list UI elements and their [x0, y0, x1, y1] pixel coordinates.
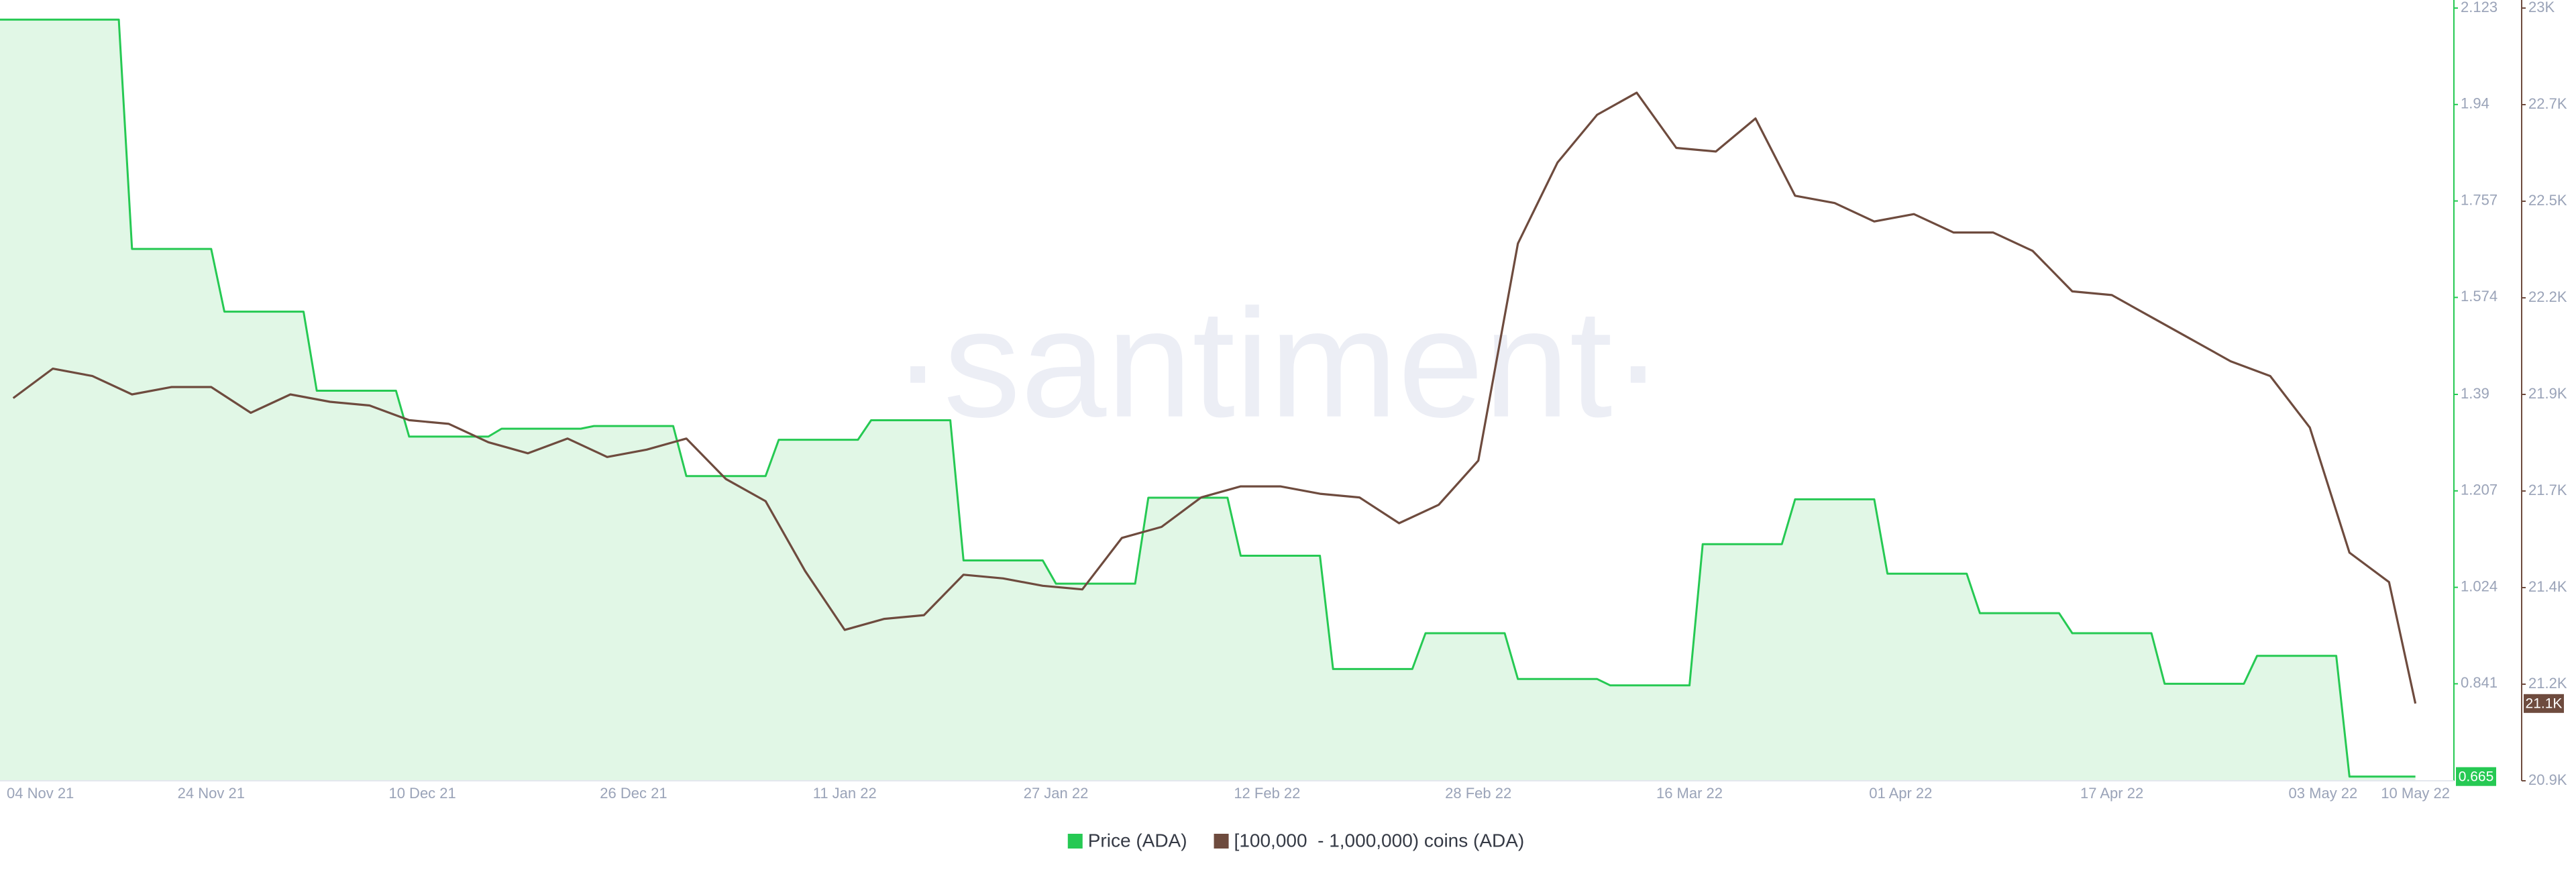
legend-swatch [1067, 834, 1083, 849]
legend: Price (ADA) [100,000 - 1,000,000) coins (… [1067, 830, 1525, 851]
watermark: ·santiment· [892, 277, 1664, 449]
legend-label: Price (ADA) [1088, 830, 1187, 851]
y2-tick-label: 21.4K [2528, 578, 2567, 595]
x-tick-label: 26 Dec 21 [600, 785, 667, 802]
current-value-label: 0.665 [2459, 769, 2494, 784]
y-tick-label: 1.94 [2461, 95, 2489, 112]
y2-tick-label: 21.7K [2528, 482, 2567, 498]
y2-tick-label: 20.9K [2528, 771, 2567, 788]
x-tick-label: 04 Nov 21 [7, 785, 74, 802]
y-tick-label: 1.574 [2461, 288, 2498, 305]
y-tick-label: 1.207 [2461, 482, 2498, 498]
x-tick-label: 10 Dec 21 [388, 785, 455, 802]
legend-item: Price (ADA) [1067, 830, 1187, 851]
price-line [0, 18, 2416, 778]
y-tick-label: 1.024 [2461, 578, 2498, 594]
y2-tick-label: 22.7K [2528, 95, 2567, 112]
y2-tick-label: 22.2K [2528, 288, 2567, 305]
price-area [0, 19, 2416, 781]
y2-tick-label: 22.5K [2528, 192, 2567, 209]
x-tick-label: 12 Feb 22 [1234, 785, 1300, 802]
y-tick-label: 0.841 [2461, 674, 2498, 691]
legend-item: [100,000 - 1,000,000) coins (ADA) [1214, 830, 1525, 851]
y-tick-label: 1.39 [2461, 385, 2489, 402]
legend-label: [100,000 - 1,000,000) coins (ADA) [1234, 830, 1525, 851]
current-value-label: 21.1K [2526, 696, 2563, 711]
holders-line [12, 91, 2417, 704]
x-tick-label: 17 Apr 22 [2080, 785, 2143, 802]
current-value-badge [2456, 767, 2496, 786]
x-tick-label: 01 Apr 22 [1869, 785, 1932, 802]
x-tick-label: 24 Nov 21 [178, 785, 245, 802]
y-tick-label: 2.123 [2461, 0, 2498, 15]
y2-tick-label: 21.2K [2528, 675, 2567, 692]
x-tick-label: 10 May 22 [2381, 785, 2450, 802]
current-value-badge [2524, 694, 2564, 713]
x-tick-label: 03 May 22 [2289, 785, 2358, 802]
x-tick-label: 28 Feb 22 [1445, 785, 1511, 802]
x-tick-label: 27 Jan 22 [1024, 785, 1089, 802]
y2-tick-label: 21.9K [2528, 385, 2567, 402]
x-tick-label: 16 Mar 22 [1656, 785, 1723, 802]
y2-tick-label: 23K [2528, 0, 2555, 15]
x-tick-label: 11 Jan 22 [813, 785, 877, 802]
legend-swatch [1214, 834, 1229, 849]
plot-area [0, 18, 2417, 781]
y-tick-label: 1.757 [2461, 191, 2498, 208]
